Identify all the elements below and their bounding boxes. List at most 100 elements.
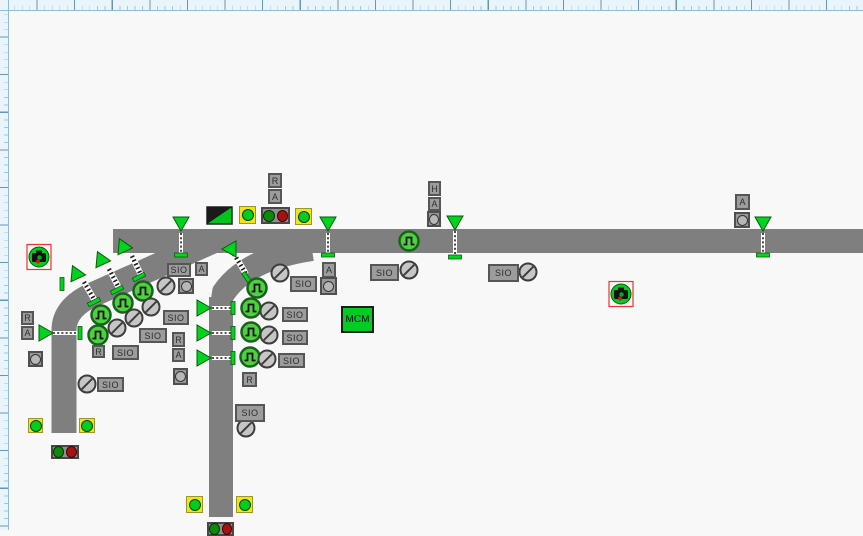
- signal-triangle[interactable]: [89, 250, 112, 273]
- sio-module-box[interactable]: SIO: [139, 328, 167, 343]
- sio-module-box[interactable]: SIO: [278, 353, 305, 368]
- signal-triangle[interactable]: [196, 299, 213, 317]
- tag-box-r-label: R: [95, 346, 102, 357]
- signal-triangle[interactable]: [111, 237, 134, 260]
- yellow-lamp[interactable]: [186, 496, 203, 513]
- pulse-indicator-lamp[interactable]: [132, 280, 154, 302]
- tag-box-a-label: A: [24, 328, 31, 338]
- indicator-box[interactable]: [178, 278, 194, 294]
- indicator-circle-icon: [429, 213, 439, 225]
- sio-module-box[interactable]: SIO: [112, 345, 139, 360]
- pulse-indicator-lamp[interactable]: [112, 292, 134, 314]
- yellow-lamp[interactable]: [295, 208, 312, 225]
- tag-box-r[interactable]: R: [268, 173, 282, 188]
- tag-box-r[interactable]: R: [21, 311, 34, 325]
- camera-icon: [618, 287, 624, 291]
- sio-module-box[interactable]: SIO: [488, 264, 519, 282]
- pulse-indicator-lamp[interactable]: [87, 324, 109, 346]
- pulse-indicator-lamp[interactable]: [90, 304, 112, 326]
- signal-triangle[interactable]: [446, 215, 464, 232]
- mcm-module-box[interactable]: MCM: [341, 306, 374, 333]
- indicator-box[interactable]: [28, 351, 43, 367]
- signal-triangle[interactable]: [64, 264, 87, 287]
- camera-record-dot-icon: [618, 296, 622, 301]
- indicator-box[interactable]: [173, 368, 188, 385]
- joint-bar: [131, 271, 147, 283]
- track-main-line[interactable]: [113, 229, 863, 253]
- slash-icon: [159, 279, 173, 293]
- tag-box-a[interactable]: A: [172, 348, 185, 362]
- indicator-circle-icon: [323, 280, 334, 292]
- traffic-light[interactable]: [261, 207, 290, 224]
- signal-triangle[interactable]: [196, 349, 213, 367]
- tag-box-r[interactable]: R: [172, 332, 185, 347]
- sio-module-box-label: SIO: [286, 332, 304, 343]
- sio-module-box[interactable]: SIO: [167, 263, 191, 277]
- signal-triangle[interactable]: [319, 216, 337, 233]
- pulse-indicator-lamp[interactable]: [239, 346, 261, 368]
- traffic-light[interactable]: [51, 445, 79, 459]
- sio-module-box[interactable]: SIO: [235, 404, 265, 422]
- indicator-box[interactable]: [734, 212, 750, 228]
- tag-box-h[interactable]: H: [428, 181, 441, 196]
- distant-sign-diagonal: [207, 207, 232, 224]
- signal-triangle[interactable]: [754, 216, 772, 233]
- signal-triangle[interactable]: [38, 324, 55, 342]
- tag-box-r-label: R: [175, 334, 182, 345]
- pulse-icon: [245, 327, 257, 337]
- pulse-icon: [403, 236, 415, 246]
- sio-module-box[interactable]: SIO: [370, 264, 399, 281]
- sio-module-box[interactable]: SIO: [290, 276, 317, 292]
- signal-triangle[interactable]: [172, 216, 190, 233]
- signal-triangle[interactable]: [196, 324, 213, 342]
- yellow-lamp[interactable]: [79, 418, 95, 433]
- slash-icon: [262, 328, 276, 342]
- slash-icon: [239, 421, 253, 435]
- joint-bar: [230, 351, 236, 365]
- tag-box-a[interactable]: A: [21, 326, 34, 340]
- tag-box-r-label: R: [24, 313, 31, 323]
- ruler-corner: [0, 0, 9, 11]
- sio-module-box[interactable]: SIO: [97, 377, 124, 392]
- traffic-light[interactable]: [207, 522, 234, 536]
- pulse-icon: [95, 310, 107, 320]
- joint-bar: [77, 326, 83, 340]
- tag-box-a[interactable]: A: [322, 262, 336, 278]
- joint-bar: [86, 296, 102, 308]
- pulse-indicator-lamp[interactable]: [246, 277, 268, 299]
- joint-bar: [321, 252, 335, 258]
- vertical-ruler: [0, 0, 9, 530]
- pulse-icon: [137, 286, 149, 296]
- tag-box-r[interactable]: R: [242, 372, 257, 387]
- indicator-box[interactable]: [320, 277, 337, 295]
- camera-icon: [36, 250, 42, 254]
- pulse-indicator-lamp[interactable]: [240, 321, 262, 343]
- tag-box-a[interactable]: A: [428, 197, 441, 211]
- slash-icon: [144, 300, 158, 314]
- slash-icon: [262, 304, 276, 318]
- tag-box-a[interactable]: A: [195, 262, 208, 276]
- tag-box-a[interactable]: A: [268, 189, 282, 204]
- sio-module-box-label: SIO: [101, 379, 119, 390]
- indicator-box[interactable]: [427, 211, 441, 227]
- pulse-indicator-lamp[interactable]: [398, 230, 420, 252]
- tag-box-a[interactable]: A: [735, 194, 750, 210]
- slash-icon: [521, 265, 535, 279]
- tag-box-a-label: A: [175, 350, 182, 360]
- sio-module-box-label: SIO: [375, 267, 393, 278]
- sio-module-box[interactable]: SIO: [282, 307, 308, 322]
- joint-leader-line: [107, 267, 121, 290]
- tag-box-a-label: A: [431, 199, 438, 209]
- yellow-lamp[interactable]: [236, 496, 253, 513]
- tag-box-r-label: R: [271, 175, 279, 186]
- tag-box-r[interactable]: R: [92, 345, 105, 358]
- yellow-lamp[interactable]: [28, 418, 43, 433]
- green-aspect-icon: [53, 446, 64, 458]
- pulse-indicator-lamp[interactable]: [240, 297, 262, 319]
- yellow-lamp[interactable]: [239, 206, 256, 224]
- sio-module-box[interactable]: SIO: [282, 330, 308, 345]
- sio-module-box-label: SIO: [167, 312, 185, 323]
- sio-module-box[interactable]: SIO: [163, 310, 189, 325]
- signal-triangle[interactable]: [220, 240, 237, 258]
